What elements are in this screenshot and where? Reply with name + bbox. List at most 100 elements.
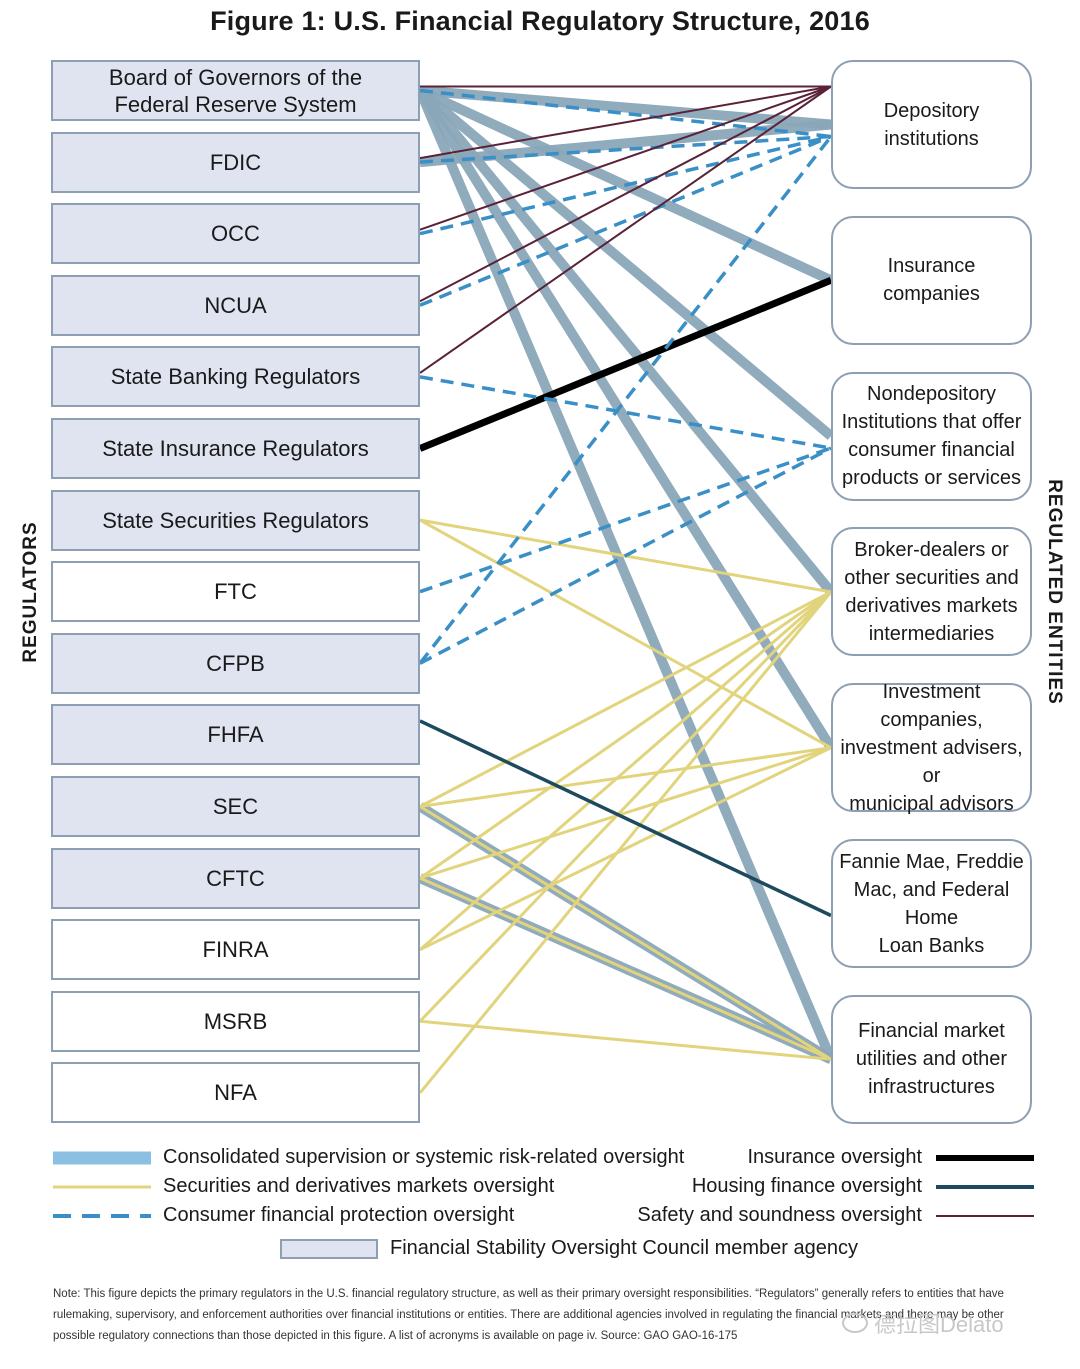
regulator-sir-label: State Insurance Regulators [102, 435, 369, 462]
legend-insurance-label: Insurance oversight [747, 1146, 922, 1168]
connection-consumer-frb-to-dep [419, 88, 832, 139]
legend-consumer-label: Consumer financial protection oversight [163, 1204, 515, 1226]
regulator-frb-line: Board of Governors of the [108, 64, 363, 90]
legend-securities-label: Securities and derivatives markets overs… [163, 1175, 555, 1197]
regulator-msrb-line: MSRB [203, 1008, 268, 1034]
entity-nondep-line: Nondepository [867, 383, 996, 406]
regulator-fdic-label: FDIC [210, 149, 261, 176]
entity-invest-line: investment advisers, or [840, 736, 1023, 787]
connection-consolidated-fdic-to-dep [419, 119, 832, 168]
connection-consumer-occ-to-dep [419, 134, 832, 236]
entity-broker-line: intermediaries [868, 622, 995, 645]
regulator-occ-label: OCC [211, 220, 260, 247]
regulator-frb-line: Federal Reserve System [114, 91, 357, 117]
regulator-sec: SEC [51, 776, 420, 837]
legend-consolidated: Consolidated supervision or systemic ris… [53, 1146, 684, 1169]
entity-gse-label: Fannie Mae, Freddie Mac, and Federal Home… [839, 848, 1024, 960]
connection-consumer-ncua-to-dep [419, 134, 832, 307]
entity-fmu: Financial market utilities and other infra… [831, 994, 1032, 1124]
entity-nondep-line: products or services [842, 467, 1021, 490]
regulated-entities-axis-label: REGULATED ENTITIES [1044, 479, 1065, 705]
entity-fmu-line: Financial market [858, 1020, 1005, 1043]
regulator-ncua-line: NCUA [204, 292, 267, 318]
connection-securities-finra-to-broker [419, 590, 832, 951]
entity-dep-line: institutions [884, 127, 979, 150]
entity-ins-label: Insurance companies [883, 252, 980, 308]
regulator-ssr-line: State Securities Regulators [102, 507, 369, 533]
connection-securities-ssr-to-invest [419, 518, 832, 750]
regulator-sir-line: State Insurance Regulators [102, 436, 369, 461]
connection-consumer-ftc-to-nondep [419, 446, 832, 594]
entity-nondep: Nondepository Institutions that offer cons… [831, 371, 1032, 501]
regulator-finra-line: FINRA [202, 937, 269, 963]
connection-securities-msrb-to-fmu [419, 1019, 832, 1061]
regulator-ncua: NCUA [51, 274, 420, 336]
regulator-fdic: FDIC [51, 131, 420, 193]
connection-securities-cftc-to-fmu [419, 876, 832, 1061]
entity-gse: Fannie Mae, Freddie Mac, and Federal Home… [831, 839, 1032, 968]
regulator-occ-line: OCC [211, 221, 260, 247]
legend-insurance: Insurance oversight [747, 1146, 1034, 1169]
entity-nondep-label: Nondepository Institutions that offer cons… [842, 380, 1022, 492]
securities-lines [418, 518, 833, 1094]
regulator-fhfa-label: FHFA [207, 721, 263, 748]
entity-nondep-line: consumer financial [848, 439, 1015, 462]
entity-gse-line: Mac, and Federal Home [853, 878, 1010, 929]
connection-consolidated-frb-to-fmu [415, 88, 836, 1062]
regulator-cftc-line: CFTC [206, 865, 265, 891]
legend-fsoc: Financial Stability Oversight Council me… [280, 1237, 858, 1260]
entity-fmu-line: utilities and other [855, 1048, 1008, 1071]
entity-gse-line: Fannie Mae, Freddie [839, 850, 1024, 873]
regulator-cfpb: CFPB [51, 632, 420, 694]
regulator-finra-label: FINRA [203, 936, 269, 963]
regulator-msrb-label: MSRB [204, 1008, 268, 1035]
legend-fsoc-label: Financial Stability Oversight Council me… [390, 1237, 858, 1259]
connection-securities-cftc-to-broker [419, 590, 832, 880]
regulator-msrb: MSRB [51, 990, 420, 1052]
regulator-sec-label: SEC [213, 793, 258, 820]
regulator-ssr-label: State Securities Regulators [102, 507, 369, 534]
regulator-frb-label: Board of Governors of the Federal Reserve… [109, 64, 362, 118]
entity-invest-label: Investment companies, investment advisers… [839, 678, 1024, 818]
connection-consolidated-frb-to-dep [419, 85, 832, 130]
regulator-ftc: FTC [51, 561, 420, 623]
connection-safety-fdic-to-dep [419, 85, 832, 160]
watermark-text: 德拉图Delato [874, 1312, 1004, 1337]
regulator-cftc: CFTC [51, 847, 420, 909]
entity-dep-label: Depository institutions [884, 97, 980, 153]
connection-insurance-sir-to-ins [418, 277, 833, 452]
entity-dep: Depository institutions [831, 60, 1032, 189]
legend-housing: Housing finance oversight [692, 1175, 1034, 1198]
connection-securities-msrb-to-broker [418, 590, 833, 1023]
entity-dep-line: Depository [883, 99, 980, 122]
entity-fmu-label: Financial market utilities and other infra… [856, 1017, 1007, 1101]
regulator-occ: OCC [51, 203, 420, 265]
entity-ins: Insurance companies [831, 215, 1032, 345]
entity-ins-line: Insurance [887, 255, 976, 278]
entity-nondep-line: Institutions that offer [841, 411, 1022, 434]
insurance-lines [418, 277, 833, 452]
connection-consumer-cfpb-to-nondep [419, 446, 832, 665]
connection-consolidated-frb-to-broker [416, 87, 835, 596]
regulator-sec-line: SEC [212, 794, 259, 819]
connection-securities-cftc-to-invest [419, 746, 832, 880]
figure-title: Figure 1: U.S. Financial Regulatory Stru… [210, 6, 870, 36]
entity-broker-line: Broker-dealers or [854, 538, 1009, 561]
connection-consumer-cfpb-to-dep [418, 135, 833, 665]
connection-securities-finra-to-invest [419, 746, 832, 952]
entity-invest-line: municipal advisors [849, 792, 1014, 815]
entity-broker-line: other securities and [844, 566, 1019, 589]
regulator-finra: FINRA [51, 919, 420, 981]
regulator-frb: Board of Governors of the Federal Reserve… [51, 60, 420, 121]
watermark: 德拉图Delato [842, 1307, 1004, 1339]
connection-safety-sbr-to-dep [419, 85, 832, 374]
entity-invest-line: Investment companies, [880, 680, 983, 731]
regulator-cfpb-line: CFPB [206, 650, 265, 676]
regulator-sbr-label: State Banking Regulators [111, 363, 361, 390]
regulator-ftc-line: FTC [214, 579, 257, 605]
entity-broker: Broker-dealers or other securities and der… [831, 527, 1032, 657]
regulator-ssr: State Securities Regulators [51, 489, 420, 551]
entity-broker-line: derivatives markets [845, 594, 1018, 617]
regulator-fhfa: FHFA [51, 704, 420, 766]
